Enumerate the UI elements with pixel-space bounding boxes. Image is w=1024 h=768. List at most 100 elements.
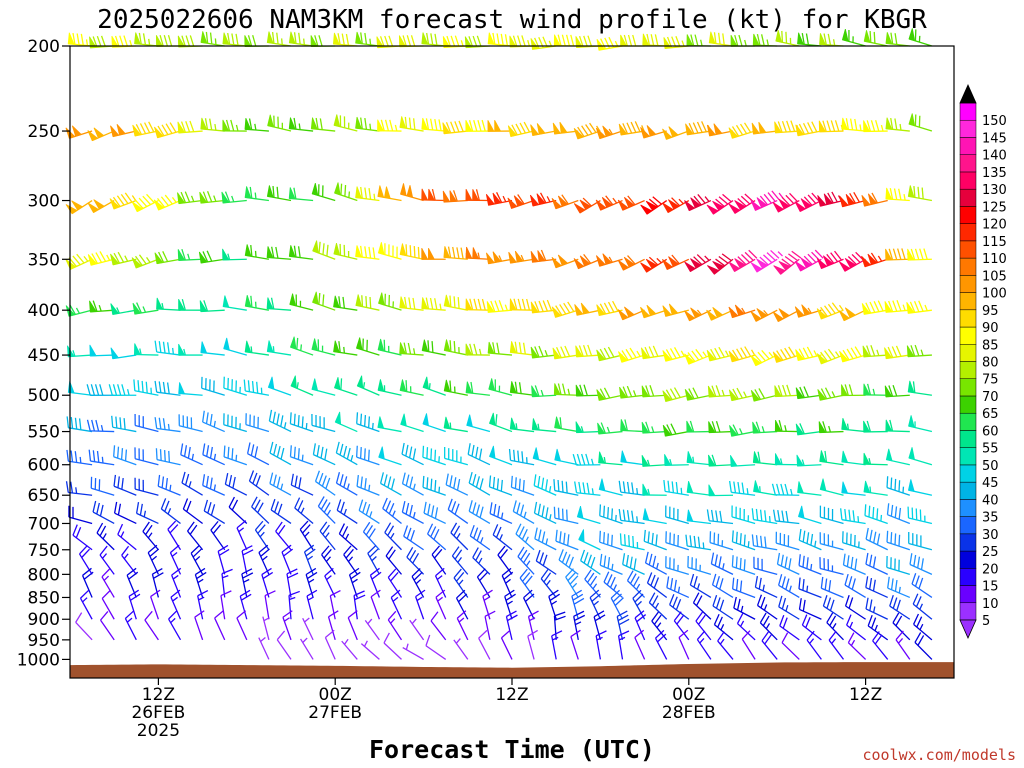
barb-full (142, 33, 147, 45)
barb-full (890, 578, 894, 590)
wind-barb (531, 418, 557, 433)
barb-full (799, 423, 805, 435)
barb-flag (87, 202, 100, 213)
barb-full (138, 32, 142, 45)
barb-full (370, 589, 381, 598)
barb-full (595, 630, 607, 637)
barb-full (434, 298, 438, 310)
barb-flag (662, 305, 673, 317)
wind-barb (599, 553, 623, 575)
barb-flag (377, 379, 385, 392)
barb-full (473, 298, 478, 311)
x-tick-label: 00Z (672, 685, 705, 705)
barb-full (425, 118, 430, 130)
barb-full (626, 385, 633, 397)
barb-flag (244, 118, 252, 131)
barb-full (254, 446, 259, 458)
barb-full (784, 556, 788, 568)
wind-barb (551, 301, 579, 318)
barb-full (454, 121, 460, 133)
barb-flag (399, 243, 407, 257)
barb-full (492, 342, 496, 354)
barb-full (555, 346, 562, 358)
barb-full (691, 350, 700, 361)
barb-full (277, 524, 286, 535)
barb-full (368, 246, 372, 259)
barb-half (678, 198, 684, 205)
barb-full (126, 567, 137, 576)
barb-full (435, 589, 446, 598)
wind-barb (327, 610, 339, 641)
barb-full (688, 388, 695, 400)
barb-full (473, 527, 479, 539)
barb-full (472, 474, 477, 486)
wind-barb (289, 412, 314, 433)
barb-half (720, 624, 725, 631)
barb-full (384, 522, 392, 533)
barb-full (170, 589, 181, 598)
colorbar-label: 130 (982, 183, 1007, 198)
barb-flag (289, 336, 297, 350)
barb-full (599, 530, 601, 543)
wind-barb (578, 529, 601, 551)
wind-barb (401, 442, 424, 466)
barb-full (405, 502, 410, 515)
wind-barb (684, 387, 712, 401)
barb-full (479, 506, 484, 518)
wind-barb (443, 379, 468, 396)
barb-full (844, 508, 847, 521)
barb-full (181, 35, 186, 47)
wind-barb (399, 296, 424, 311)
barb-full (696, 254, 706, 263)
barb-flag (662, 128, 673, 140)
wind-barb (640, 345, 667, 360)
barb-full (113, 474, 117, 487)
barb-full (124, 610, 135, 619)
barb-full (99, 384, 104, 396)
wind-barb (686, 34, 711, 47)
barb-full (365, 525, 374, 536)
barb-full (849, 193, 856, 204)
barb-full (205, 31, 209, 44)
barb-full (322, 524, 330, 535)
barb-full (781, 120, 787, 133)
wind-barb (333, 114, 358, 132)
barb-full (554, 615, 566, 621)
barb-flag (816, 353, 828, 365)
barb-half (505, 578, 511, 584)
barb-full (187, 521, 195, 532)
barb-full (911, 573, 917, 585)
wind-barb (377, 379, 402, 396)
barb-full (798, 554, 801, 566)
barb-full (714, 347, 721, 359)
barb-full (409, 245, 412, 257)
barb-full (561, 383, 566, 395)
wind-barb (696, 630, 712, 660)
barb-full (570, 34, 575, 47)
barb-full (734, 34, 739, 47)
barb-full (629, 573, 637, 584)
wind-barb (573, 122, 601, 140)
barb-full (718, 346, 725, 358)
barb-full (567, 534, 570, 546)
barb-half (170, 617, 176, 624)
colorbar-label: 60 (982, 424, 999, 439)
barb-flag (728, 389, 739, 402)
wind-barb (182, 498, 203, 524)
barb-full (493, 503, 497, 516)
barb-full (557, 34, 562, 46)
wind-barb (634, 629, 646, 660)
barb-full (318, 35, 323, 47)
barb-full (360, 476, 363, 489)
barb-full (521, 35, 526, 47)
barb-flag (156, 297, 164, 310)
barb-full (269, 472, 274, 484)
barb-flag (822, 255, 834, 267)
barb-full (710, 552, 715, 564)
wind-barb (664, 454, 689, 466)
barb-full (521, 451, 524, 463)
barb-full (764, 536, 767, 548)
colorbar-label: 55 (982, 442, 999, 457)
wind-barb (378, 446, 402, 466)
barb-full (100, 610, 109, 621)
